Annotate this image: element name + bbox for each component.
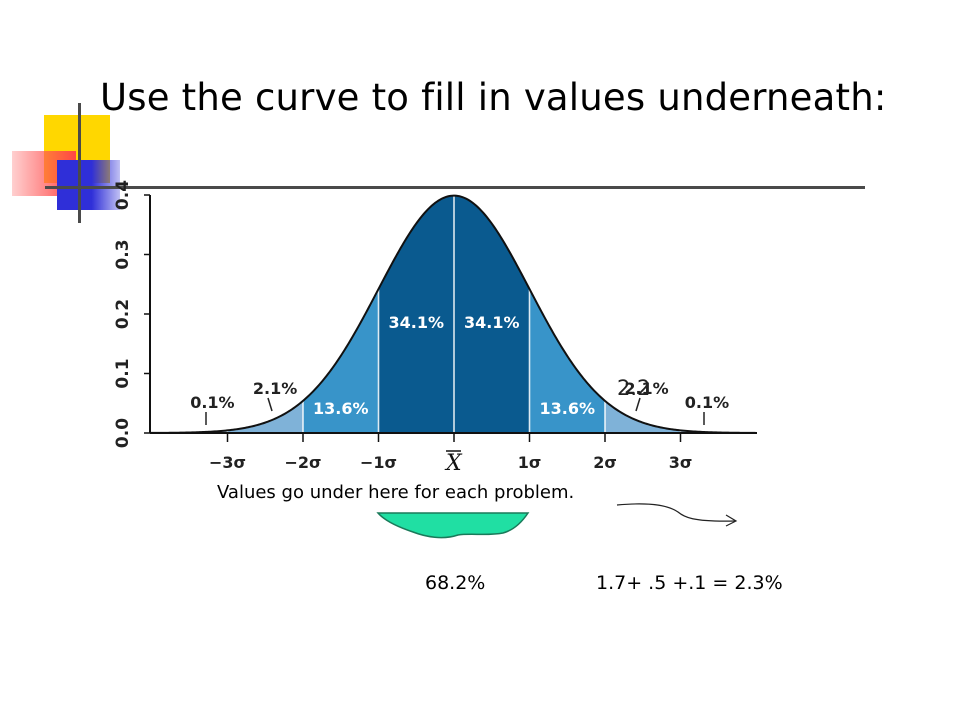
x-tick-label: 1σ: [518, 453, 542, 472]
mean-symbol: X: [444, 451, 463, 476]
percent-labels: 34.1% 34.1% 13.6% 13.6% 2.1% 2.1% 0.1% 0.1%: [190, 313, 729, 425]
deco-vertical-line: [78, 103, 81, 223]
percent-label: 0.1%: [190, 393, 234, 412]
arrow-head: [725, 514, 738, 527]
answer-1: 68.2%: [425, 572, 486, 594]
y-tick-label: 0.0: [113, 418, 133, 448]
chart-dividers: [226, 195, 682, 433]
y-tick-labels: 0.0 0.1 0.2 0.3 0.4: [113, 180, 133, 448]
percent-label: 2.1%: [624, 379, 668, 398]
percent-label: 34.1%: [464, 313, 520, 332]
y-tick-label: 0.4: [113, 180, 133, 210]
x-tick-label: −3σ: [209, 453, 246, 472]
handwritten-value: 2.2: [617, 376, 651, 400]
y-tick-label: 0.3: [113, 239, 133, 269]
slide-title: Use the curve to fill in values undernea…: [100, 76, 887, 119]
percent-label: 2.1%: [253, 379, 297, 398]
arrow-line: [616, 503, 736, 522]
title-rule: [45, 186, 865, 189]
highlight-blob: [376, 512, 530, 539]
leader-tick: [635, 397, 641, 412]
region-5: [605, 400, 681, 433]
y-tick-label: 0.1: [113, 358, 133, 388]
instruction-note: Values go under here for each problem.: [217, 482, 575, 503]
percent-label: 13.6%: [539, 399, 595, 418]
percent-label: 0.1%: [685, 393, 729, 412]
x-tick-label: 3σ: [669, 453, 693, 472]
region-4: [227, 400, 303, 433]
leader-tick: [267, 397, 273, 412]
answer-2: 1.7+ .5 +.1 = 2.3%: [596, 572, 783, 594]
x-tick-label: −2σ: [285, 453, 322, 472]
chart-axes: [144, 194, 757, 442]
deco-blue-square: [57, 160, 120, 210]
density-curve: [149, 194, 756, 434]
x-tick-label: 2σ: [593, 453, 617, 472]
y-tick-label: 0.2: [113, 299, 133, 329]
percent-label: 13.6%: [313, 399, 369, 418]
x-tick-label: −1σ: [360, 453, 397, 472]
percent-label: 34.1%: [388, 313, 444, 332]
x-tick-labels: −3σ −2σ −1σ X 1σ 2σ 3σ: [209, 450, 693, 476]
